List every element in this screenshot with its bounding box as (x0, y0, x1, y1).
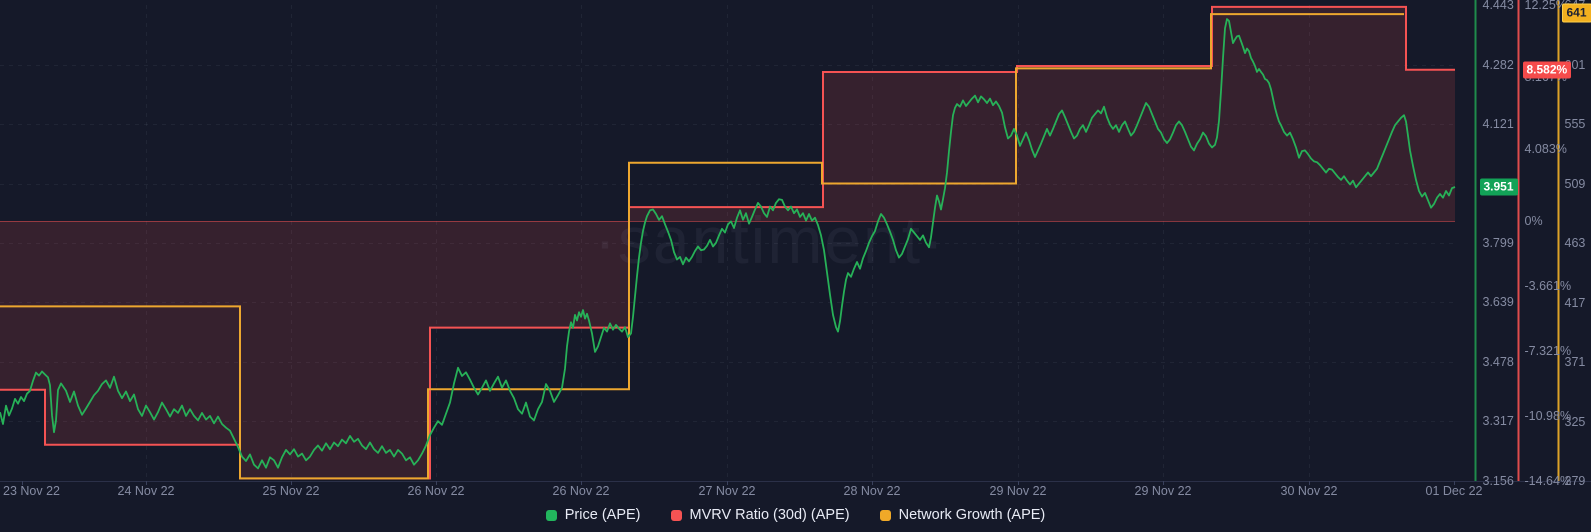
series-lines (0, 5, 1456, 480)
mvrv-axis-tick-label: -7.321% (1524, 344, 1572, 359)
price-line (0, 18, 1456, 470)
x-axis-label: 26 Nov 22 (552, 484, 610, 498)
network-axis-tick-label: 279 (1564, 474, 1586, 488)
x-axis-label: 25 Nov 22 (262, 484, 320, 498)
x-axis-label: 28 Nov 22 (843, 484, 901, 498)
price-axis-tick-label: 3.799 (1482, 236, 1514, 251)
network-axis-tick-label: 371 (1564, 355, 1586, 369)
price-axis-tick-label: 4.282 (1482, 57, 1514, 72)
mvrv-axis-tick-label: 12.25% (1524, 0, 1567, 12)
x-axis-label: 23 Nov 22 (3, 484, 60, 498)
mvrv-axis-tick-label: -10.98% (1524, 409, 1572, 423)
x-axis-label: 30 Nov 22 (1280, 484, 1338, 498)
mvrv-value-badge: 8.582% (1522, 61, 1572, 79)
network-value-badge: 641 (1561, 3, 1591, 23)
price-value-badge: 3.951 (1479, 178, 1518, 196)
network-axis-tick-label: 463 (1564, 236, 1586, 250)
price-axis-tick-label: 3.317 (1482, 414, 1514, 429)
mvrv-area (0, 6, 1455, 479)
network-legend-swatch-icon (879, 509, 891, 521)
mvrv-line (0, 5, 1455, 480)
legend-label-price: Price (APE) (564, 507, 641, 523)
mvrv-legend-swatch-icon (670, 509, 682, 521)
mvrv-axis-tick-label: 4.083% (1524, 142, 1567, 156)
network-growth-line (0, 13, 1404, 480)
mvrv-axis-tick-label: 0% (1524, 214, 1543, 228)
price-legend-swatch-icon (545, 509, 557, 521)
price-axis-tick-label: 4.121 (1482, 117, 1514, 132)
x-axis-label: 01 Dec 22 (1425, 484, 1483, 498)
axis-lines (0, 0, 1591, 485)
price-axis-tick-label: 3.639 (1482, 295, 1514, 310)
legend-label-network: Network Growth (APE) (898, 507, 1046, 523)
price-axis-tick-label: 4.443 (1482, 0, 1514, 12)
legend-label-mvrv: MVRV Ratio (30d) (APE) (689, 507, 850, 523)
legend-item-network[interactable]: Network Growth (APE) (879, 507, 1046, 523)
watermark: ·santiment· (594, 203, 946, 277)
mvrv-axis-tick-label: -14.64% (1524, 474, 1572, 488)
x-axis-label: 24 Nov 22 (117, 484, 175, 498)
gridlines (0, 5, 1455, 481)
price-axis-tick-label: 3.156 (1482, 474, 1514, 488)
x-axis-label: 27 Nov 22 (698, 484, 756, 498)
x-axis-label: 26 Nov 22 (407, 484, 465, 498)
price-axis-tick-label: 3.478 (1482, 354, 1514, 369)
network-axis-tick-label: 509 (1564, 176, 1586, 191)
legend: Price (APE) MVRV Ratio (30d) (APE) Netwo… (0, 507, 1591, 523)
network-axis-tick-label: 417 (1564, 295, 1586, 310)
legend-item-price[interactable]: Price (APE) (545, 507, 641, 523)
legend-item-mvrv[interactable]: MVRV Ratio (30d) (APE) (670, 507, 850, 523)
x-axis-label: 29 Nov 22 (1134, 484, 1192, 498)
network-axis-tick-label: 555 (1564, 117, 1586, 131)
x-axis-label: 29 Nov 22 (989, 484, 1047, 498)
mvrv-area-fill (0, 6, 1455, 479)
network-axis-tick-label: 325 (1564, 414, 1586, 429)
mvrv-axis-tick-label: -3.661% (1524, 279, 1572, 294)
